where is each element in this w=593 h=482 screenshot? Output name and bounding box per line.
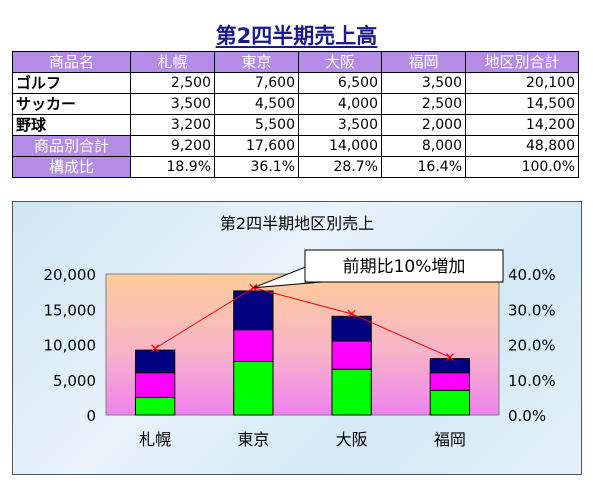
ratio-cell[interactable]: 36.1% [214, 156, 299, 178]
chart-title: 第2四半期地区別売上 [220, 214, 374, 233]
ratio-label-cell[interactable]: 構成比 [12, 156, 131, 178]
x-tick-label: 福岡 [434, 430, 466, 449]
product-name-cell[interactable]: ゴルフ [12, 72, 131, 94]
ratio-line[interactable] [154, 287, 451, 358]
y2-tick-label: 40.0% [508, 266, 556, 284]
bar-segment[interactable] [331, 315, 372, 342]
ratio-cell[interactable]: 28.7% [298, 156, 382, 178]
bar-segment[interactable] [331, 368, 372, 416]
value-cell[interactable]: 3,500 [130, 93, 215, 115]
annotation-text: 前期比10%増加 [343, 257, 466, 277]
product-name-cell[interactable]: サッカー [12, 93, 131, 115]
annotation-box[interactable] [304, 249, 504, 283]
y2-tick-label: 10.0% [508, 372, 556, 390]
value-cell[interactable]: 14,200 [465, 114, 579, 136]
bar-segment[interactable] [429, 358, 471, 374]
value-cell[interactable]: 6,500 [298, 72, 382, 94]
bar-segment[interactable] [429, 372, 471, 391]
table-row: 野球 3,200 5,500 3,500 2,000 14,200 [12, 114, 579, 136]
total-cell[interactable]: 9,200 [130, 135, 215, 157]
bar-segment[interactable] [233, 290, 274, 331]
product-name-cell[interactable]: 野球 [12, 114, 131, 136]
x-tick-label: 大阪 [336, 430, 368, 449]
y2-tick-label: 0.0% [508, 407, 546, 425]
header-cell[interactable]: 地区別合計 [465, 51, 579, 73]
y-tick-label: 10,000 [44, 337, 97, 355]
x-tick-label: 札幌 [139, 430, 171, 449]
bar-segment[interactable] [331, 340, 372, 370]
header-cell[interactable]: 商品名 [12, 51, 131, 73]
total-cell[interactable]: 8,000 [381, 135, 466, 157]
value-cell[interactable]: 4,500 [214, 93, 299, 115]
sales-table[interactable]: 商品名 札幌 東京 大阪 福岡 地区別合計 ゴルフ 2,500 7,600 6,… [12, 51, 579, 178]
table-row: ゴルフ 2,500 7,600 6,500 3,500 20,100 [12, 72, 579, 94]
value-cell[interactable]: 7,600 [214, 72, 299, 94]
y-tick-label: 5,000 [53, 372, 96, 390]
total-cell[interactable]: 48,800 [465, 135, 579, 157]
page-title: 第2四半期売上高 [215, 24, 378, 48]
total-label-cell[interactable]: 商品別合計 [12, 135, 131, 157]
x-tick-label: 東京 [237, 430, 269, 449]
total-row: 商品別合計 9,200 17,600 14,000 8,000 48,800 [12, 135, 579, 157]
value-cell[interactable]: 3,200 [130, 114, 215, 136]
ratio-cell[interactable]: 16.4% [381, 156, 466, 178]
bar-segment[interactable] [429, 389, 471, 416]
header-cell[interactable]: 札幌 [130, 51, 215, 73]
header-cell[interactable]: 東京 [214, 51, 299, 73]
ratio-point-marker[interactable] [445, 353, 454, 362]
total-cell[interactable]: 17,600 [214, 135, 299, 157]
bar-segment[interactable] [233, 329, 274, 362]
value-cell[interactable]: 5,500 [214, 114, 299, 136]
header-cell[interactable]: 大阪 [298, 51, 382, 73]
chart-area[interactable]: 第2四半期地区別売上 札幌 東京 大阪 福岡 0 5,000 10,000 15,000 20,… [12, 201, 582, 475]
y-tick-label: 20,000 [44, 266, 97, 284]
bar-segment[interactable] [134, 396, 176, 416]
ratio-row: 構成比 18.9% 36.1% 28.7% 16.4% 100.0% [12, 156, 579, 178]
y2-tick-label: 30.0% [508, 301, 556, 319]
sales-chart[interactable]: 第2四半期地区別売上 札幌 東京 大阪 福岡 0 5,000 10,000 15,000 20,… [13, 202, 581, 474]
value-cell[interactable]: 20,100 [465, 72, 579, 94]
value-cell[interactable]: 3,500 [298, 114, 382, 136]
header-row: 商品名 札幌 東京 大阪 福岡 地区別合計 [12, 51, 579, 73]
total-cell[interactable]: 14,000 [298, 135, 382, 157]
annotation-callout[interactable]: 前期比10%増加 [304, 249, 504, 283]
value-cell[interactable]: 14,500 [465, 93, 579, 115]
ratio-cell[interactable]: 100.0% [465, 156, 579, 178]
header-cell[interactable]: 福岡 [381, 51, 466, 73]
table-row: サッカー 3,500 4,500 4,000 2,500 14,500 [12, 93, 579, 115]
ratio-cell[interactable]: 18.9% [130, 156, 215, 178]
value-cell[interactable]: 2,000 [381, 114, 466, 136]
bar-segment[interactable] [134, 349, 176, 374]
value-cell[interactable]: 4,000 [298, 93, 382, 115]
y2-tick-label: 20.0% [508, 337, 556, 355]
value-cell[interactable]: 2,500 [130, 72, 215, 94]
value-cell[interactable]: 2,500 [381, 93, 466, 115]
y-tick-label: 0 [86, 407, 96, 425]
ratio-point-marker[interactable] [151, 344, 160, 353]
ratio-point-marker[interactable] [347, 309, 356, 318]
bar-segment[interactable] [233, 360, 274, 416]
bar-segment[interactable] [134, 372, 176, 398]
value-cell[interactable]: 3,500 [381, 72, 466, 94]
y-tick-label: 15,000 [44, 301, 97, 319]
